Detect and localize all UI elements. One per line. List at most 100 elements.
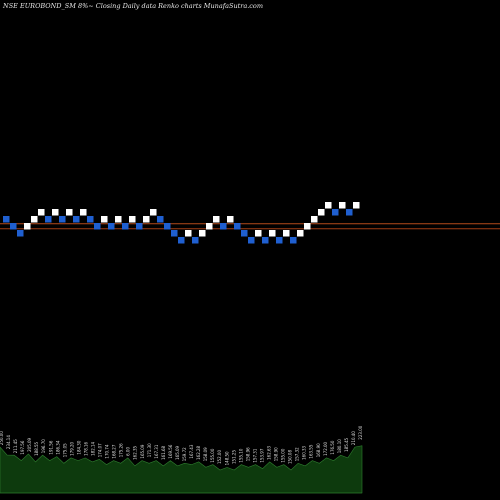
volume-label: 172.00 xyxy=(323,441,328,455)
down-brick xyxy=(262,237,269,244)
down-brick xyxy=(171,230,178,237)
up-brick xyxy=(185,230,192,237)
volume-label: 176.50 xyxy=(330,440,335,454)
down-brick xyxy=(248,237,255,244)
volume-label: 6.00 xyxy=(126,447,131,456)
down-brick xyxy=(59,216,66,223)
volume-label: 186.34 xyxy=(55,440,60,454)
volume-label: 167.31 xyxy=(154,444,159,458)
volume-label: 162.35 xyxy=(133,445,138,459)
volume-label: 178.16 xyxy=(84,441,89,455)
volume-label: 168.90 xyxy=(316,443,321,457)
volume-label: 165.09 xyxy=(140,444,145,458)
down-brick xyxy=(108,223,115,230)
up-brick xyxy=(150,209,157,216)
volume-label: 175.05 xyxy=(62,443,67,457)
up-brick xyxy=(304,223,311,230)
volume-label: 162.28 xyxy=(196,445,201,459)
volume-label: 160.33 xyxy=(302,445,307,459)
volume-label: 170.74 xyxy=(105,444,110,458)
down-brick xyxy=(192,237,199,244)
volume-label: 168.27 xyxy=(112,444,117,458)
down-brick xyxy=(45,216,52,223)
down-brick xyxy=(122,223,129,230)
volume-label: 163.55 xyxy=(309,444,314,458)
down-brick xyxy=(94,223,101,230)
up-brick xyxy=(318,209,325,216)
volume-label: 180.10 xyxy=(337,439,342,453)
volume-label: 148.50 xyxy=(224,451,229,465)
down-brick xyxy=(10,223,17,230)
volume-label: 210.40 xyxy=(351,431,356,445)
volume-label: 150.08 xyxy=(288,450,293,464)
volume-label: 158.09 xyxy=(203,447,208,461)
volume-label: 182.14 xyxy=(91,441,96,455)
volume-label: 188.55 xyxy=(34,441,39,455)
volume-label: 179.20 xyxy=(69,441,74,455)
volume-label: 167.43 xyxy=(189,444,194,458)
volume-label: 157.31 xyxy=(252,448,257,462)
down-brick xyxy=(346,209,353,216)
volume-label: 151.25 xyxy=(231,450,236,464)
up-brick xyxy=(31,216,38,223)
volume-label: 155.00 xyxy=(281,448,286,462)
down-brick xyxy=(73,216,80,223)
volume-label: 191.56 xyxy=(48,440,53,454)
volume-label: 153.97 xyxy=(260,448,265,462)
volume-label: 162.63 xyxy=(267,445,272,459)
volume-label: 223.00 xyxy=(358,425,363,439)
down-brick xyxy=(3,216,10,223)
down-brick xyxy=(234,223,241,230)
up-brick xyxy=(227,216,234,223)
reference-lines xyxy=(0,223,500,230)
volume-label: 184.30 xyxy=(76,440,81,454)
volume-labels: 250.00 234.14 211.45 197.56 205.09 188.55 196.… xyxy=(0,425,363,465)
down-brick xyxy=(178,237,185,244)
up-brick xyxy=(24,223,31,230)
up-brick xyxy=(206,223,213,230)
up-brick xyxy=(283,230,290,237)
up-brick xyxy=(325,202,332,209)
down-brick xyxy=(276,237,283,244)
volume-label: 161.68 xyxy=(161,445,166,459)
down-brick xyxy=(164,223,171,230)
volume-label: 250.00 xyxy=(0,431,4,445)
volume-label: 185.45 xyxy=(344,437,349,451)
up-brick xyxy=(213,216,220,223)
up-brick xyxy=(143,216,150,223)
up-brick xyxy=(129,216,136,223)
down-brick xyxy=(17,230,24,237)
volume-label: 174.07 xyxy=(98,443,103,457)
up-brick xyxy=(297,230,304,237)
up-brick xyxy=(311,216,318,223)
renko-bricks xyxy=(3,202,360,244)
volume-label: 165.09 xyxy=(175,445,180,459)
down-brick xyxy=(220,223,227,230)
down-brick xyxy=(157,216,164,223)
volume-label: 155.10 xyxy=(238,448,243,462)
volume-label: 169.56 xyxy=(168,444,173,458)
down-brick xyxy=(332,209,339,216)
volume-label: 155.00 xyxy=(210,448,215,462)
up-brick xyxy=(115,216,122,223)
volume-label: 234.14 xyxy=(6,435,11,449)
up-brick xyxy=(101,216,108,223)
up-brick xyxy=(38,209,45,216)
volume-label: 171.30 xyxy=(147,443,152,457)
volume-panel xyxy=(0,445,363,494)
up-brick xyxy=(80,209,87,216)
down-brick xyxy=(136,223,143,230)
volume-label: 159.72 xyxy=(182,447,187,461)
volume-label: 175.26 xyxy=(119,443,124,457)
volume-label: 211.45 xyxy=(13,439,18,453)
down-brick xyxy=(87,216,94,223)
up-brick xyxy=(269,230,276,237)
volume-area xyxy=(0,445,363,494)
up-brick xyxy=(52,209,59,216)
volume-label: 158.90 xyxy=(274,447,279,461)
volume-label: 205.09 xyxy=(27,437,32,451)
up-brick xyxy=(66,209,73,216)
volume-label: 157.32 xyxy=(295,447,300,461)
